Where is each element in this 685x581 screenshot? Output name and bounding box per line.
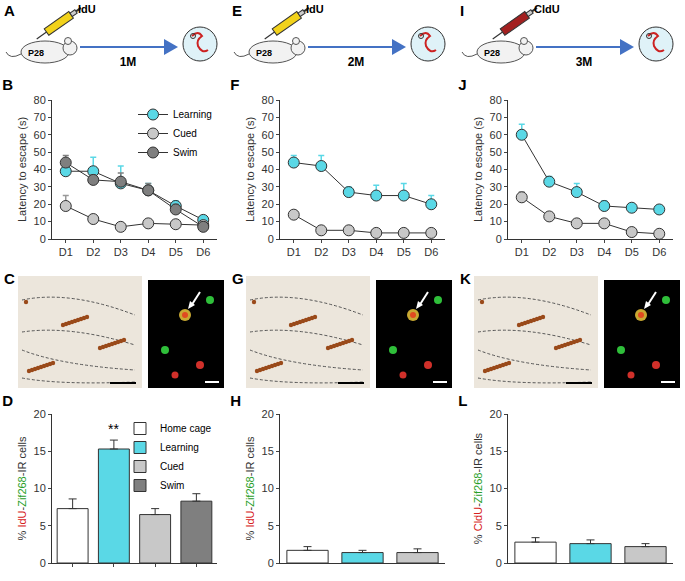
svg-text:0: 0: [268, 557, 274, 569]
svg-text:15: 15: [262, 445, 274, 457]
svg-text:30: 30: [490, 181, 502, 193]
svg-text:10: 10: [490, 215, 502, 227]
svg-text:CldU: CldU: [534, 3, 560, 15]
svg-text:Learning: Learning: [173, 109, 212, 120]
svg-text:IdU: IdU: [78, 3, 96, 15]
svg-text:50: 50: [490, 146, 502, 158]
svg-text:D2: D2: [314, 246, 328, 258]
svg-text:0: 0: [496, 233, 502, 245]
svg-text:D3: D3: [114, 246, 128, 258]
svg-text:D4: D4: [141, 246, 155, 258]
svg-text:Latency to escape (s): Latency to escape (s): [16, 117, 28, 222]
svg-text:0: 0: [268, 233, 274, 245]
svg-text:40: 40: [262, 163, 274, 175]
svg-text:1M: 1M: [120, 55, 137, 69]
svg-text:Swim: Swim: [173, 147, 197, 158]
svg-text:% IdU-Zif268-IR cells: % IdU-Zif268-IR cells: [244, 436, 256, 540]
svg-text:70: 70: [490, 111, 502, 123]
svg-text:H: H: [230, 394, 241, 409]
svg-text:60: 60: [262, 129, 274, 141]
svg-text:P28: P28: [28, 48, 44, 58]
svg-text:K: K: [460, 270, 471, 287]
svg-text:D: D: [2, 394, 13, 409]
svg-text:D6: D6: [652, 246, 666, 258]
svg-text:80: 80: [34, 94, 46, 106]
svg-text:D6: D6: [424, 246, 438, 258]
svg-text:10: 10: [262, 482, 274, 494]
svg-text:P28: P28: [256, 48, 272, 58]
svg-text:20: 20: [262, 408, 274, 420]
svg-text:Cued: Cued: [173, 128, 197, 139]
svg-text:D4: D4: [369, 246, 383, 258]
svg-text:L: L: [458, 394, 467, 409]
svg-text:D3: D3: [342, 246, 356, 258]
svg-text:70: 70: [262, 111, 274, 123]
svg-text:80: 80: [262, 94, 274, 106]
svg-text:D5: D5: [169, 246, 183, 258]
svg-text:60: 60: [490, 129, 502, 141]
svg-text:5: 5: [268, 520, 274, 532]
svg-text:% CldU-Zif268-IR cells: % CldU-Zif268-IR cells: [472, 432, 484, 544]
svg-text:20: 20: [490, 408, 502, 420]
svg-text:40: 40: [490, 163, 502, 175]
svg-text:40: 40: [34, 163, 46, 175]
svg-text:10: 10: [34, 482, 46, 494]
svg-text:IdU: IdU: [306, 3, 324, 15]
svg-text:50: 50: [262, 146, 274, 158]
svg-text:D2: D2: [542, 246, 556, 258]
svg-text:30: 30: [34, 181, 46, 193]
svg-text:D3: D3: [570, 246, 584, 258]
svg-text:Cued: Cued: [160, 461, 184, 472]
svg-text:20: 20: [34, 198, 46, 210]
svg-text:C: C: [4, 270, 15, 287]
svg-text:Latency to escape (s): Latency to escape (s): [472, 117, 484, 222]
svg-text:5: 5: [40, 520, 46, 532]
svg-text:B: B: [2, 78, 13, 93]
svg-text:A: A: [4, 2, 15, 19]
svg-text:10: 10: [490, 482, 502, 494]
svg-text:80: 80: [490, 94, 502, 106]
svg-text:D2: D2: [86, 246, 100, 258]
svg-text:D5: D5: [397, 246, 411, 258]
svg-text:D1: D1: [59, 246, 73, 258]
svg-text:10: 10: [34, 215, 46, 227]
svg-text:D4: D4: [597, 246, 611, 258]
svg-text:10: 10: [262, 215, 274, 227]
svg-text:Latency to escape (s): Latency to escape (s): [244, 117, 256, 222]
svg-text:D6: D6: [196, 246, 210, 258]
svg-text:70: 70: [34, 111, 46, 123]
svg-text:50: 50: [34, 146, 46, 158]
svg-text:D1: D1: [287, 246, 301, 258]
svg-text:0: 0: [496, 557, 502, 569]
svg-text:J: J: [458, 78, 466, 93]
svg-text:0: 0: [40, 233, 46, 245]
svg-text:Swim: Swim: [160, 480, 184, 491]
svg-text:P28: P28: [484, 48, 500, 58]
svg-text:2M: 2M: [348, 55, 365, 69]
svg-text:60: 60: [34, 129, 46, 141]
svg-text:15: 15: [490, 445, 502, 457]
svg-text:D1: D1: [515, 246, 529, 258]
svg-text:I: I: [460, 2, 464, 19]
svg-text:20: 20: [262, 198, 274, 210]
svg-text:0: 0: [40, 557, 46, 569]
svg-text:Home cage: Home cage: [160, 423, 212, 434]
svg-text:D5: D5: [625, 246, 639, 258]
svg-text:Learning: Learning: [160, 442, 199, 453]
svg-text:30: 30: [262, 181, 274, 193]
svg-text:G: G: [232, 270, 244, 287]
svg-text:15: 15: [34, 445, 46, 457]
svg-text:F: F: [230, 78, 239, 93]
svg-text:E: E: [232, 2, 242, 19]
svg-text:20: 20: [34, 408, 46, 420]
svg-text:3M: 3M: [576, 55, 593, 69]
svg-text:5: 5: [496, 520, 502, 532]
svg-text:% IdU-Zif268-IR cells: % IdU-Zif268-IR cells: [16, 436, 28, 540]
svg-text:**: **: [108, 421, 119, 437]
svg-text:20: 20: [490, 198, 502, 210]
